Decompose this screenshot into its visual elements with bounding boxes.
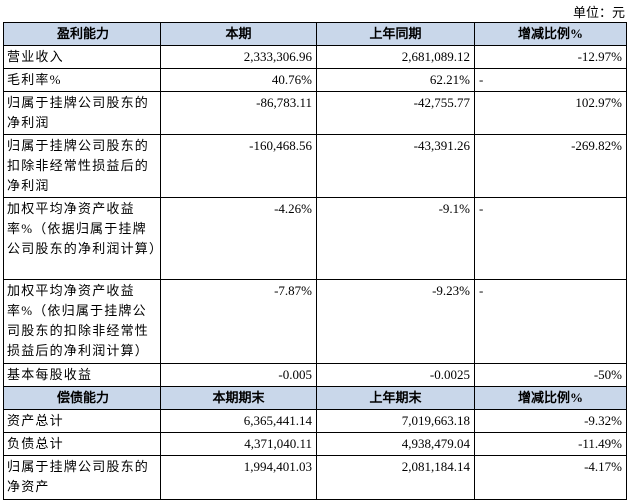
table-cell: 加权平均净资产收益率%（依据归属于挂牌公司股东的净利润计算） (3, 197, 162, 280)
table-cell: 7,019,663.18 (316, 409, 475, 433)
table-cell: 归属于挂牌公司股东的净利润 (3, 91, 161, 135)
header-cell: 本期 (160, 22, 317, 46)
table-cell: -86,783.11 (160, 91, 317, 135)
table-cell: -0.005 (160, 363, 317, 387)
table-cell: 2,681,089.12 (316, 45, 475, 69)
table-cell: 6,365,441.14 (160, 409, 317, 433)
header-cell: 增减比例% (474, 22, 627, 46)
table-cell: 4,938,479.04 (316, 432, 475, 456)
table-row: 偿债能力 本期期末 上年期末 增减比例% (3, 386, 627, 410)
table-cell: 1,994,401.03 (160, 455, 317, 500)
finance-table: 盈利能力 本期 上年同期 增减比例% 营业收入 2,333,306.96 2,681,089… (3, 22, 627, 500)
header-cell: 偿债能力 (3, 386, 161, 410)
table-cell: -11.49% (474, 432, 627, 456)
table-cell: -4.17% (474, 455, 627, 500)
table-cell: -50% (474, 363, 627, 387)
table-cell: 营业收入 (3, 45, 161, 69)
table-cell: - (474, 279, 627, 364)
table-cell: -7.87% (160, 279, 317, 364)
table-row: 盈利能力 本期 上年同期 增减比例% (3, 22, 627, 46)
table-cell: -9.1% (316, 197, 475, 280)
table-row: 归属于挂牌公司股东的扣除非经常性损益后的净利润 -160,468.56 -43,39… (3, 134, 627, 198)
page: 单位：元 盈利能力 本期 上年同期 增减比例% 营业收入 2,333,306.96 2,68… (3, 5, 627, 500)
header-cell: 上年期末 (316, 386, 475, 410)
table-cell: 40.76% (160, 68, 317, 92)
table-cell: 资产总计 (3, 409, 161, 433)
table-cell: -9.32% (474, 409, 627, 433)
table-cell: 2,081,184.14 (316, 455, 475, 500)
table-cell: 毛利率% (3, 68, 161, 92)
table-row: 加权平均净资产收益率%（依归属于挂牌公司股东的扣除非经常性损益后的净利润计算） -… (3, 279, 627, 364)
table-cell: 加权平均净资产收益率%（依归属于挂牌公司股东的扣除非经常性损益后的净利润计算） (3, 279, 161, 364)
table-cell: -43,391.26 (316, 134, 475, 198)
table-cell: 归属于挂牌公司股东的净资产 (3, 455, 161, 500)
unit-label: 单位：元 (572, 5, 625, 20)
table-cell: 4,371,040.11 (160, 432, 317, 456)
table-cell: 归属于挂牌公司股东的扣除非经常性损益后的净利润 (3, 134, 161, 198)
table-cell: 基本每股收益 (3, 363, 161, 387)
table-row: 归属于挂牌公司股东的净利润 -86,783.11 -42,755.77 102.97% (3, 91, 627, 135)
header-cell: 上年同期 (316, 22, 475, 46)
table-cell: 负债总计 (3, 432, 161, 456)
table-row: 归属于挂牌公司股东的净资产 1,994,401.03 2,081,184.14 -4.… (3, 455, 627, 500)
table-cell: 2,333,306.96 (160, 45, 317, 69)
table-row: 加权平均净资产收益率%（依据归属于挂牌公司股东的净利润计算） -4.26% -9.1… (3, 197, 627, 280)
table-row: 负债总计 4,371,040.11 4,938,479.04 -11.49% (3, 432, 627, 456)
table-row: 基本每股收益 -0.005 -0.0025 -50% (3, 363, 627, 387)
table-cell: -160,468.56 (160, 134, 317, 198)
table-cell: -9.23% (316, 279, 475, 364)
header-cell: 增减比例% (474, 386, 627, 410)
table-row: 毛利率% 40.76% 62.21% - (3, 68, 627, 92)
table-cell: -42,755.77 (316, 91, 475, 135)
table-cell: - (474, 68, 627, 92)
header-cell: 盈利能力 (3, 22, 161, 46)
table-cell: - (474, 197, 627, 280)
table-cell: -269.82% (474, 134, 627, 198)
table-cell: 62.21% (316, 68, 475, 92)
header-cell: 本期期末 (160, 386, 317, 410)
table-cell: -12.97% (474, 45, 627, 69)
table-cell: -4.26% (160, 197, 317, 280)
table-cell: -0.0025 (316, 363, 475, 387)
table-row: 营业收入 2,333,306.96 2,681,089.12 -12.97% (3, 45, 627, 69)
table-row: 资产总计 6,365,441.14 7,019,663.18 -9.32% (3, 409, 627, 433)
table-cell: 102.97% (474, 91, 627, 135)
